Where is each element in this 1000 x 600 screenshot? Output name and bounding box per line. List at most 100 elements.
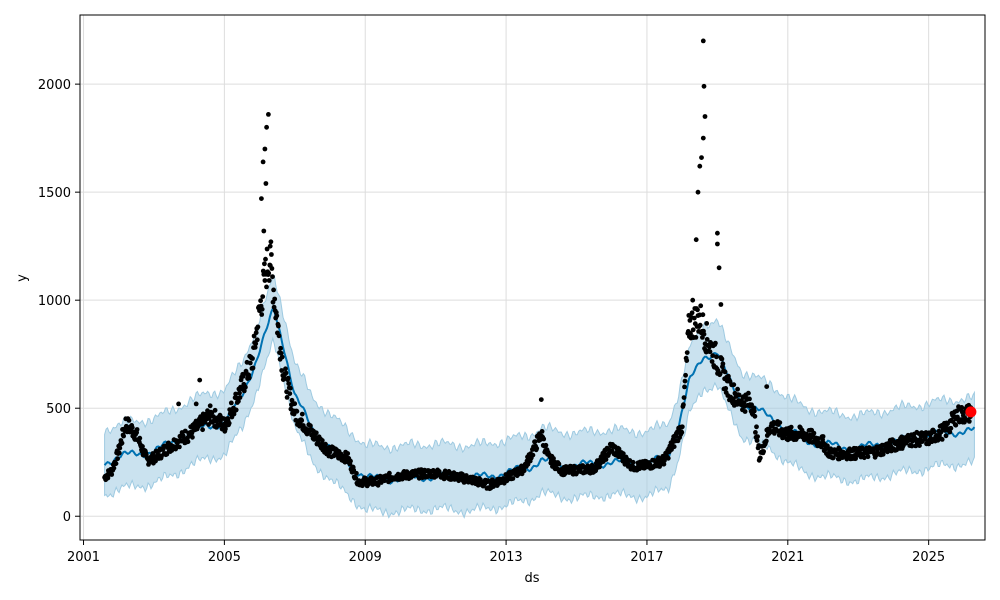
interval-band <box>104 274 975 519</box>
observed-point <box>269 252 274 257</box>
observed-point <box>212 407 218 413</box>
observed-point <box>556 461 562 467</box>
observed-point <box>279 368 285 373</box>
observed-point <box>716 265 722 271</box>
observed-point <box>268 239 274 245</box>
observed-point <box>746 390 751 396</box>
x-axis-label: ds <box>524 571 539 586</box>
observed-point <box>193 401 199 407</box>
observed-point <box>948 425 954 431</box>
observed-point <box>731 382 737 388</box>
forecast-series <box>103 306 976 485</box>
observed-point <box>264 246 270 252</box>
observed-point <box>105 475 111 481</box>
observed-point <box>710 353 716 358</box>
y-tick-label: 0 <box>63 510 71 525</box>
last-observation-point <box>965 406 977 418</box>
observed-point <box>764 384 770 389</box>
observed-point <box>539 429 545 434</box>
observed-point <box>747 396 752 402</box>
observed-point <box>134 427 140 432</box>
observed-point <box>757 455 763 461</box>
observed-point <box>699 155 704 161</box>
observed-point <box>109 472 115 477</box>
observed-point <box>345 451 351 456</box>
observed-point <box>271 287 276 293</box>
observed-point <box>190 434 195 440</box>
observed-point <box>221 416 227 421</box>
observed-point <box>671 444 677 450</box>
observed-point <box>698 303 704 309</box>
observed-point <box>260 294 266 299</box>
observed-point <box>820 434 826 439</box>
y-tick-label: 500 <box>46 402 71 417</box>
observed-point <box>530 452 536 458</box>
observed-point <box>263 181 269 186</box>
observed-point <box>308 423 313 429</box>
observed-point <box>682 384 687 390</box>
observed-point <box>742 409 748 414</box>
observed-point <box>252 345 258 350</box>
observed-point <box>704 337 710 342</box>
observed-point <box>250 356 255 361</box>
plot-frame <box>79 14 986 541</box>
observed-point <box>510 476 516 481</box>
observed-point <box>815 436 821 441</box>
observed-point <box>259 306 265 312</box>
observed-point <box>319 438 325 443</box>
observed-point <box>272 296 278 302</box>
observed-point <box>947 429 953 435</box>
observed-point <box>246 375 252 381</box>
observed-point <box>700 38 706 44</box>
observed-point <box>754 438 760 443</box>
observed-point <box>754 424 759 430</box>
y-tick-label: 1000 <box>38 294 71 309</box>
observed-point <box>735 386 740 392</box>
observed-point <box>752 413 758 419</box>
observed-point <box>247 360 253 366</box>
observed-point <box>140 444 145 449</box>
observed-point <box>250 365 256 371</box>
observed-point <box>253 330 259 336</box>
observed-point <box>691 315 697 321</box>
x-tick-label: 2017 <box>630 550 663 565</box>
observed-point <box>693 237 699 243</box>
observed-point <box>233 407 239 413</box>
last-observation <box>965 406 977 418</box>
observed-point <box>266 278 272 283</box>
observed-point <box>701 83 707 89</box>
observed-point <box>226 420 232 426</box>
observed-point <box>709 359 715 364</box>
observed-point <box>637 466 642 472</box>
observed-point <box>258 298 263 304</box>
observed-point <box>521 468 527 474</box>
observed-point <box>276 333 282 339</box>
observed-point <box>387 470 392 476</box>
observed-point <box>931 429 937 435</box>
observed-point <box>707 349 713 355</box>
observed-point <box>285 375 291 381</box>
observed-point <box>262 261 267 267</box>
observed-point <box>233 391 239 397</box>
observed-point <box>722 369 728 375</box>
observed-point <box>228 400 234 406</box>
observed-point <box>701 331 707 337</box>
observed-point <box>126 418 132 423</box>
observed-point <box>909 443 915 449</box>
forecast-line <box>103 306 976 485</box>
observed-point <box>695 189 701 195</box>
observed-point <box>865 454 871 460</box>
observed-point <box>662 458 667 463</box>
observed-point <box>939 437 945 442</box>
observed-point <box>177 444 182 450</box>
observed-point <box>689 310 695 316</box>
observed-point <box>243 384 248 390</box>
observed-point <box>715 230 720 236</box>
observed-point <box>260 159 266 165</box>
observed-point <box>266 112 271 117</box>
observed-point <box>700 135 706 141</box>
observed-point <box>236 398 241 404</box>
observed-point <box>763 438 769 444</box>
observed-point <box>751 408 757 414</box>
observed-point <box>137 435 143 441</box>
